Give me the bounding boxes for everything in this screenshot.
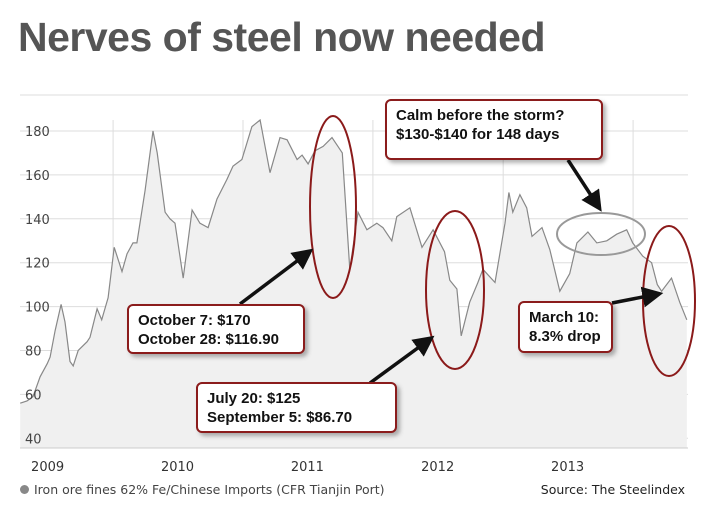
- callout-text: September 5: $86.70: [207, 409, 352, 426]
- y-tick-label: 120: [25, 257, 50, 272]
- annotation-callout: October 7: $170 October 28: $116.90: [127, 304, 305, 354]
- x-tick-label: 2010: [161, 460, 194, 475]
- callout-text: March 10:: [529, 309, 599, 326]
- y-tick-label: 60: [25, 388, 42, 403]
- price-line: [20, 118, 688, 404]
- callout-text: October 28: $116.90: [138, 331, 279, 348]
- source-note: Source: The Steelindex: [540, 482, 685, 497]
- callout-text: 8.3% drop: [529, 328, 601, 345]
- callout-text: July 20: $125: [207, 390, 300, 407]
- callout-text: October 7: $170: [138, 312, 251, 329]
- y-tick-label: 140: [25, 213, 50, 228]
- x-tick-label: 2009: [31, 460, 64, 475]
- callout-box: [385, 99, 603, 160]
- y-tick-label: 180: [25, 125, 50, 140]
- chart-title: Nerves of steel now needed: [18, 14, 546, 60]
- x-tick-label: 2013: [551, 460, 584, 475]
- y-tick-label: 160: [25, 169, 50, 184]
- arrow: [566, 159, 602, 212]
- annotation-callout: Calm before the storm? $130-$140 for 148 …: [385, 99, 603, 160]
- price-area: [20, 120, 687, 448]
- x-tick-label: 2012: [421, 460, 454, 475]
- callout-box: [196, 382, 397, 433]
- legend-marker: [20, 485, 29, 494]
- callout-box: [518, 301, 613, 353]
- arrow: [611, 286, 664, 308]
- highlight-ellipse: [556, 212, 646, 256]
- legend: Iron ore fines 62% Fe/Chinese Imports (C…: [20, 482, 385, 497]
- callout-text: Calm before the storm?: [396, 107, 564, 124]
- x-tick-label: 2011: [291, 460, 324, 475]
- y-tick-label: 80: [25, 345, 42, 360]
- arrow: [238, 248, 314, 306]
- y-tick-label: 100: [25, 301, 50, 316]
- highlight-ellipse: [309, 115, 357, 299]
- arrow: [368, 335, 435, 385]
- callout-text: $130-$140 for 148 days: [396, 126, 559, 143]
- legend-label: Iron ore fines 62% Fe/Chinese Imports (C…: [34, 482, 385, 497]
- highlight-ellipse: [425, 210, 485, 370]
- annotation-callout: July 20: $125 September 5: $86.70: [196, 382, 397, 433]
- y-tick-label: 40: [25, 432, 42, 447]
- annotation-callout: March 10: 8.3% drop: [518, 301, 613, 353]
- callout-box: [127, 304, 305, 354]
